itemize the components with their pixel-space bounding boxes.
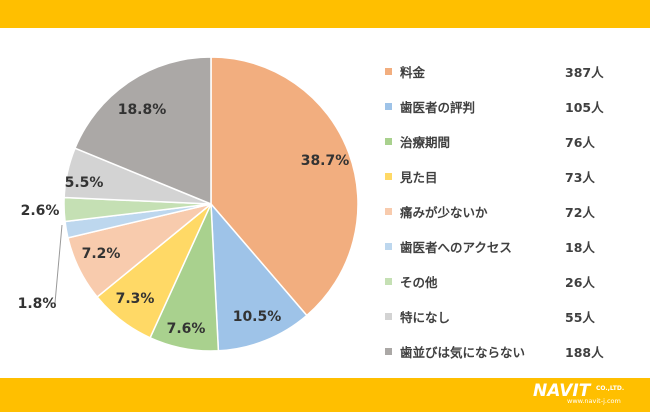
slice-label-3: 7.6% [167, 321, 206, 337]
legend-label: 歯医者へのアクセス [400, 240, 512, 255]
legend-label: 料金 [400, 65, 426, 80]
legend-item: 歯並びは気にならない 188人 [385, 334, 610, 369]
legend-count: 26人 [565, 275, 595, 290]
logo-url: www.navit-j.com [567, 397, 621, 405]
legend-label: 痛みが少ないか [400, 205, 488, 220]
pie-chart: 38.7% 10.5% 7.6% 7.3% 7.2% 1.8% 2.6% 5.5% 18.8% [18, 56, 359, 352]
legend-swatch [385, 173, 392, 180]
legend-item: 痛みが少ないか 72人 [385, 194, 610, 229]
legend-label: その他 [400, 275, 438, 290]
slice-label-4: 7.3% [116, 291, 155, 307]
legend-item: 見た目 73人 [385, 159, 610, 194]
pie-slice-9 [74, 56, 212, 206]
navit-logo: NAVIT CO.,LTD. www.navit-j.com [533, 381, 643, 408]
legend-item: 歯医者へのアクセス 18人 [385, 229, 610, 264]
logo-company-suffix: CO.,LTD. [596, 385, 625, 392]
bottom-band [0, 378, 650, 412]
legend-swatch [385, 138, 392, 145]
legend-count: 55人 [565, 310, 595, 325]
legend-swatch [385, 313, 392, 320]
legend-item: 特になし 55人 [385, 299, 610, 334]
top-band [0, 0, 650, 28]
slice-label-2: 10.5% [233, 309, 282, 325]
chart-legend: 料金 387人 歯医者の評判 105人 治療期間 76人 見た目 73人 痛みが少ないか 72人歯… [385, 54, 610, 369]
slice-label-9: 18.8% [118, 102, 167, 118]
legend-count: 72人 [565, 205, 595, 220]
slice-label-8: 5.5% [65, 175, 104, 191]
logo-main-text: NAVIT [533, 381, 591, 401]
legend-swatch [385, 208, 392, 215]
legend-swatch [385, 243, 392, 250]
pie-slice-1 [210, 56, 359, 317]
legend-count: 387人 [565, 65, 604, 80]
legend-count: 76人 [565, 135, 595, 150]
slice-label-5: 7.2% [82, 246, 121, 262]
legend-swatch [385, 103, 392, 110]
legend-swatch [385, 68, 392, 75]
legend-label: 見た目 [400, 170, 438, 185]
legend-label: 歯医者の評判 [400, 100, 476, 115]
slice-label-1: 38.7% [301, 153, 350, 169]
legend-count: 18人 [565, 240, 595, 255]
leader-line-6 [50, 224, 63, 304]
legend-label: 特になし [400, 310, 451, 325]
legend-item: 料金 387人 [385, 54, 610, 89]
legend-count: 73人 [565, 170, 595, 185]
legend-swatch [385, 278, 392, 285]
legend-label: 歯並びは気にならない [400, 345, 526, 360]
legend-item: 治療期間 76人 [385, 124, 610, 159]
legend-count: 188人 [565, 345, 604, 360]
legend-swatch [385, 348, 392, 355]
pie-slice-2 [210, 201, 308, 352]
slice-label-6: 1.8% [18, 296, 57, 312]
legend-label: 治療期間 [400, 135, 451, 150]
legend-count: 105人 [565, 100, 604, 115]
legend-item: その他 26人 [385, 264, 610, 299]
legend-item: 歯医者の評判 105人 [385, 89, 610, 124]
slice-label-7: 2.6% [21, 203, 60, 219]
